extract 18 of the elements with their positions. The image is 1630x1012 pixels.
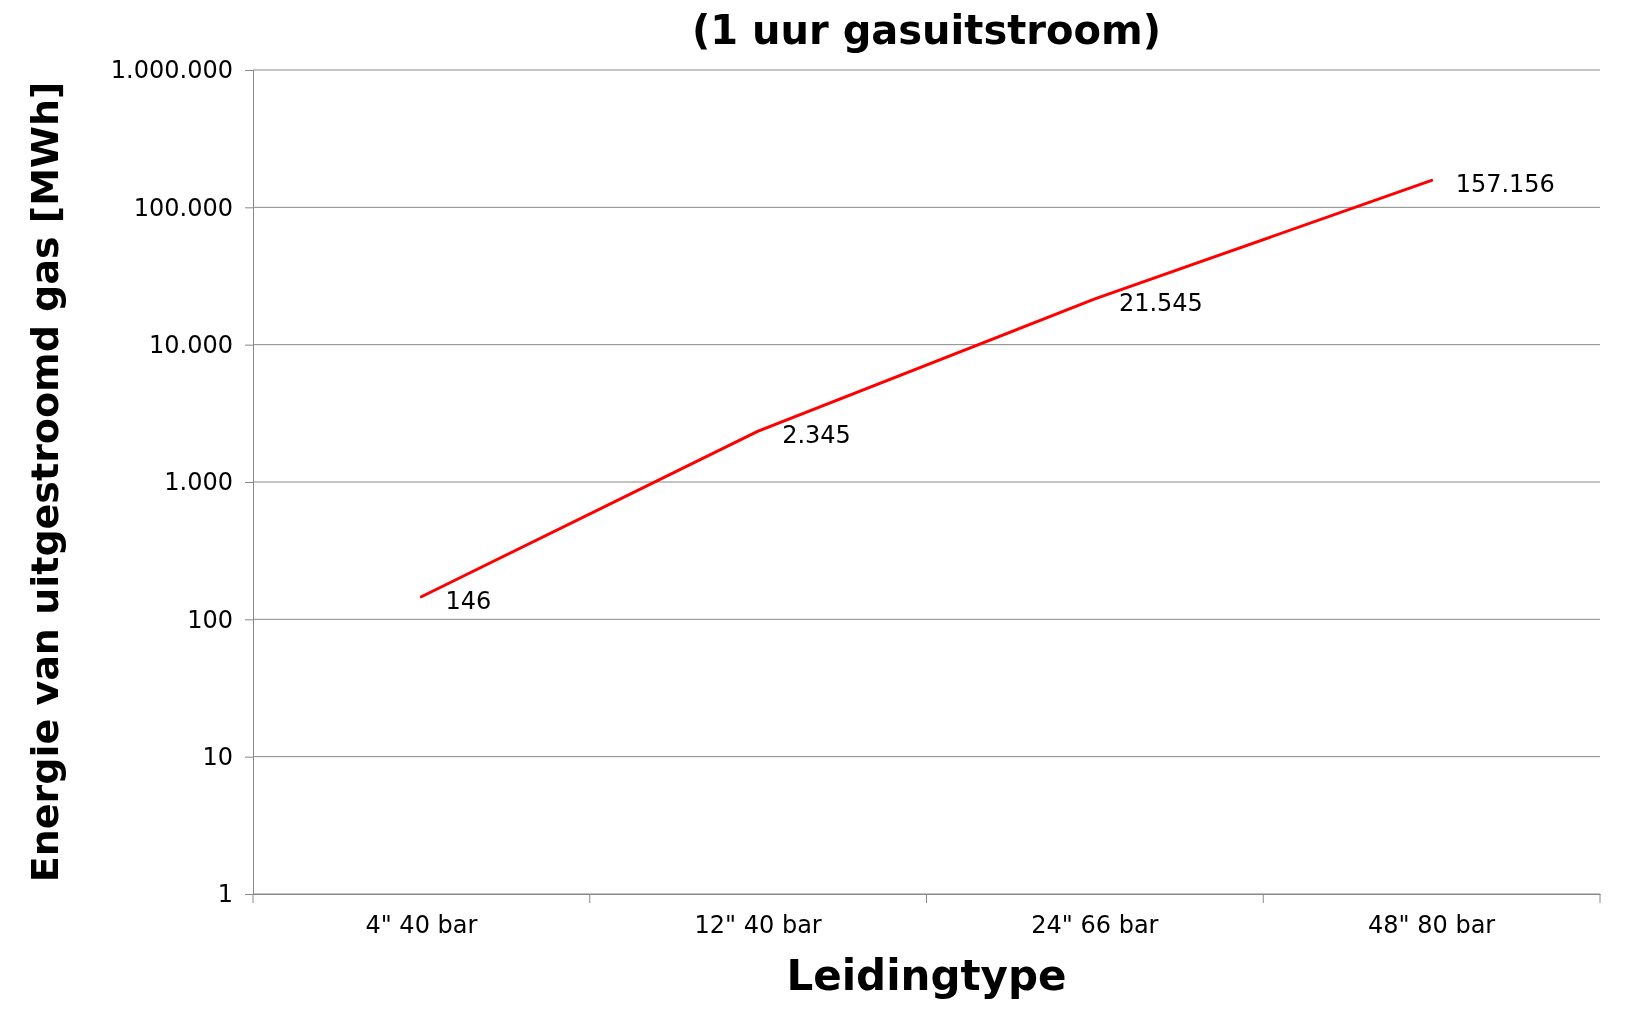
y-tick-label: 100.000: [133, 193, 233, 222]
chart-title: (1 uur gasuitstroom): [692, 7, 1161, 53]
data-label: 157.156: [1455, 170, 1555, 199]
x-tick-label: 12" 40 bar: [694, 911, 822, 940]
data-label: 21.545: [1118, 288, 1203, 317]
y-tick-label: 10.000: [149, 330, 233, 359]
x-tick-label: 48" 80 bar: [1368, 911, 1496, 940]
y-axis-title: Energie van uitgestroomd gas [MWh]: [23, 81, 67, 883]
y-tick-label: 100: [187, 605, 233, 634]
x-tick-label: 4" 40 bar: [365, 911, 478, 940]
y-tick-label: 1: [217, 880, 233, 909]
y-tick-label: 1.000.000: [110, 56, 233, 85]
data-label: 146: [445, 586, 492, 615]
x-axis-title: Leidingtype: [786, 951, 1067, 1000]
data-label: 2.345: [782, 421, 851, 450]
x-tick-label: 24" 66 bar: [1031, 911, 1159, 940]
y-tick-label: 1.000: [164, 468, 233, 497]
y-tick-label: 10: [202, 742, 233, 771]
